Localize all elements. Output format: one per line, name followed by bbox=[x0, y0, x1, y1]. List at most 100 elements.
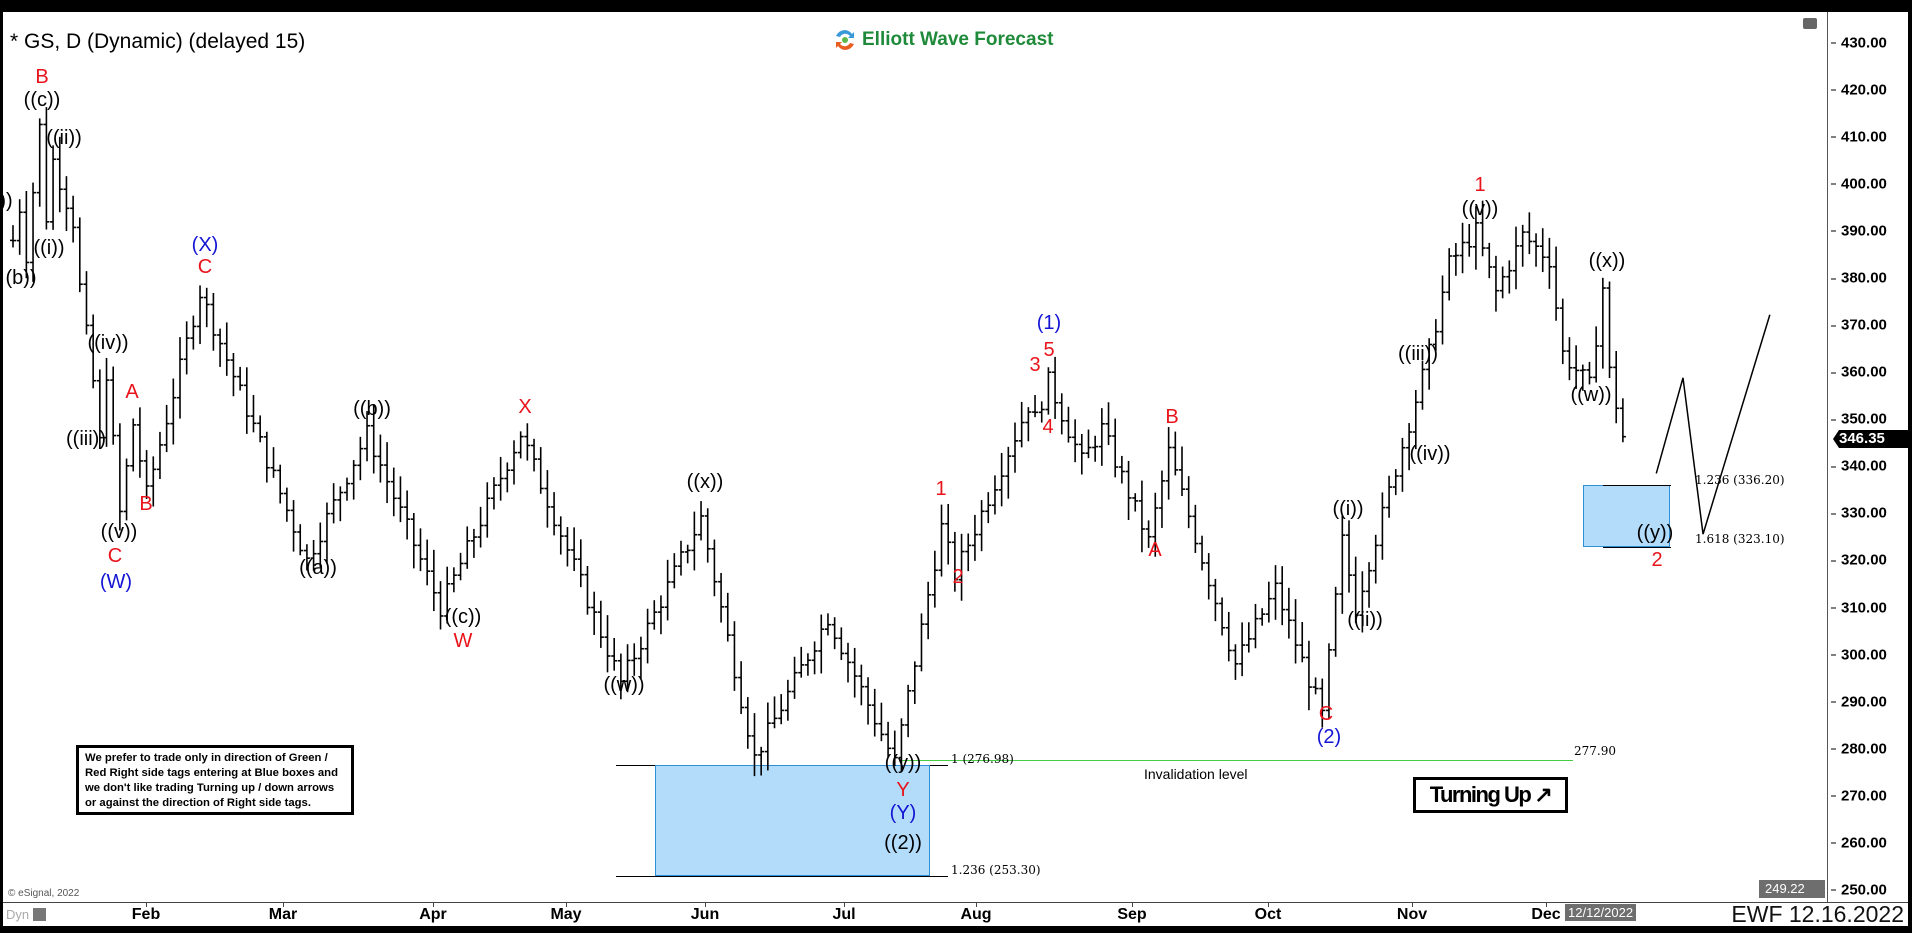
price-bar bbox=[457, 552, 464, 581]
price-bar bbox=[337, 486, 344, 522]
price-bar bbox=[551, 492, 558, 536]
price-tick-label: 270.00 bbox=[1831, 787, 1887, 805]
price-bar bbox=[858, 664, 865, 706]
price-bar bbox=[1125, 460, 1132, 521]
price-bar bbox=[1519, 224, 1526, 267]
price-bar bbox=[557, 516, 564, 555]
restore-window-icon[interactable] bbox=[1803, 18, 1817, 29]
price-bar bbox=[437, 581, 444, 630]
plot-area[interactable]: * GS, D (Dynamic) (delayed 15) Elliott W… bbox=[3, 12, 1908, 902]
price-bar bbox=[130, 418, 137, 472]
price-bar bbox=[1259, 608, 1266, 626]
price-bar bbox=[263, 431, 270, 483]
price-bar bbox=[23, 191, 30, 279]
price-bar bbox=[63, 176, 70, 232]
price-bar bbox=[571, 527, 578, 572]
price-bar bbox=[1272, 565, 1279, 620]
turning-up-badge: Turning Up ↗ bbox=[1413, 777, 1568, 813]
fib-label-right-top: 1.236 (336.20) bbox=[1695, 473, 1785, 487]
price-bar bbox=[1352, 556, 1359, 623]
wave-label: ((v)) bbox=[1461, 198, 1499, 220]
price-bar bbox=[738, 661, 745, 715]
lock-icon[interactable] bbox=[33, 908, 46, 921]
month-label: Feb bbox=[131, 906, 161, 923]
price-bar bbox=[1332, 586, 1339, 657]
price-bar bbox=[377, 434, 384, 483]
price-bars bbox=[10, 107, 1771, 777]
logo-icon bbox=[836, 30, 854, 50]
month-tick bbox=[976, 903, 977, 907]
price-bar bbox=[1466, 224, 1473, 257]
month-tick bbox=[433, 903, 434, 907]
price-bar bbox=[283, 487, 290, 522]
wave-label: (Y) bbox=[889, 802, 917, 824]
price-tick-label: 290.00 bbox=[1831, 693, 1887, 711]
price-bar bbox=[1038, 401, 1045, 423]
price-bar bbox=[1279, 566, 1286, 626]
time-axis[interactable]: Dyn Feb Mar Apr May Jun Jul Aug Sep Oct Nov Dec 12… bbox=[3, 901, 1908, 927]
price-tick-label: 340.00 bbox=[1831, 457, 1887, 475]
price-bar bbox=[490, 477, 497, 510]
price-bar bbox=[1492, 255, 1499, 312]
price-bar bbox=[1245, 622, 1252, 653]
price-bar bbox=[310, 540, 317, 571]
price-bar bbox=[1025, 407, 1032, 442]
price-bar bbox=[170, 378, 177, 445]
price-bar bbox=[303, 544, 310, 571]
price-bar bbox=[397, 476, 404, 523]
price-bar bbox=[1212, 578, 1219, 622]
price-bar bbox=[43, 107, 50, 230]
price-bar bbox=[664, 559, 671, 621]
price-bar bbox=[905, 684, 912, 738]
price-bar bbox=[751, 713, 758, 777]
price-bar bbox=[497, 456, 504, 501]
price-bar bbox=[778, 694, 785, 725]
price-bar bbox=[1058, 393, 1065, 435]
footer-stamp: EWF 12.16.2022 bbox=[1731, 901, 1904, 927]
price-bar bbox=[1339, 515, 1346, 614]
price-bar bbox=[344, 477, 350, 501]
brand-logo: Elliott Wave Forecast bbox=[833, 28, 1053, 52]
price-bar bbox=[444, 566, 451, 624]
price-bar bbox=[911, 661, 918, 704]
price-bar bbox=[430, 549, 437, 612]
trading-note: We prefer to trade only in direction of … bbox=[76, 745, 354, 815]
wave-label: ((2)) bbox=[884, 832, 922, 854]
price-bar bbox=[1533, 233, 1540, 267]
price-bar bbox=[1446, 248, 1453, 301]
wave-label: ((w)) bbox=[603, 674, 645, 696]
price-bar bbox=[691, 511, 698, 571]
price-bar bbox=[404, 490, 411, 540]
fib-label-right-bottom: 1.618 (323.10) bbox=[1695, 532, 1785, 546]
month-label: Oct bbox=[1254, 906, 1282, 923]
month-label: May bbox=[550, 906, 582, 923]
price-bar bbox=[1372, 534, 1379, 584]
price-bar bbox=[210, 292, 217, 351]
price-bar bbox=[1312, 677, 1319, 695]
wave-label: (1) bbox=[1036, 312, 1062, 334]
price-bar bbox=[537, 447, 544, 494]
price-bar bbox=[290, 500, 297, 552]
arrow-up-right-icon: ↗ bbox=[1534, 782, 1552, 807]
price-bar bbox=[96, 369, 103, 449]
price-bar bbox=[1265, 581, 1272, 623]
month-tick bbox=[566, 903, 567, 907]
month-label: Sep bbox=[1117, 906, 1147, 923]
fib-label-left-top: 1 (276.98) bbox=[951, 752, 1014, 766]
price-bar bbox=[671, 553, 678, 589]
dynamic-mode-label[interactable]: Dyn bbox=[6, 907, 30, 922]
price-bar bbox=[584, 565, 591, 615]
price-bar bbox=[1539, 228, 1546, 273]
wave-label: 1 bbox=[935, 478, 947, 500]
month-tick bbox=[1132, 903, 1133, 907]
price-bar bbox=[1172, 431, 1179, 476]
price-bar bbox=[891, 730, 898, 767]
price-bar bbox=[784, 679, 791, 721]
brand-name: Elliott Wave Forecast bbox=[862, 29, 1054, 50]
price-bar bbox=[1319, 678, 1326, 728]
price-bar bbox=[1472, 206, 1479, 270]
wave-label: (X) bbox=[191, 234, 219, 256]
projection-path bbox=[1655, 314, 1771, 535]
price-bar bbox=[744, 697, 751, 749]
fib-line-left-bottom bbox=[616, 876, 948, 877]
